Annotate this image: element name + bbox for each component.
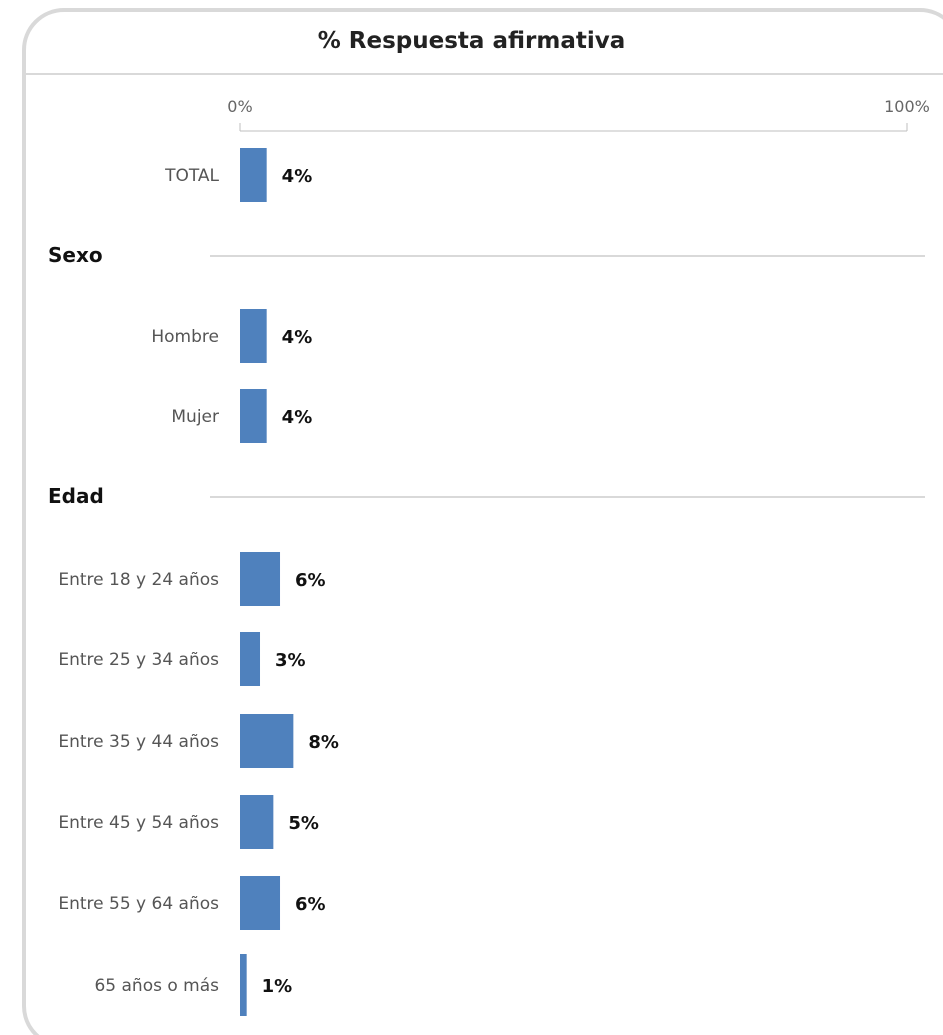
- bar-category-label: 65 años o más: [94, 976, 219, 996]
- bar-category-label: TOTAL: [164, 166, 219, 186]
- bar: [240, 876, 281, 930]
- chart-title: % Respuesta afirmativa: [317, 28, 626, 54]
- bar: [240, 954, 247, 1016]
- bar-value-label: 6%: [295, 894, 326, 915]
- bar: [240, 309, 267, 363]
- bar-value-label: 8%: [308, 732, 339, 753]
- title-divider: [24, 73, 943, 75]
- bar-category-label: Entre 35 y 44 años: [58, 732, 219, 752]
- bar-value-label: 4%: [282, 327, 313, 348]
- bar-value-label: 4%: [282, 407, 313, 428]
- bar: [240, 552, 281, 606]
- bar: [240, 389, 267, 443]
- bar-value-label: 5%: [288, 813, 319, 834]
- bar-category-label: Entre 45 y 54 años: [58, 813, 219, 833]
- bar-category-label: Entre 55 y 64 años: [58, 894, 219, 914]
- bar-value-label: 4%: [282, 166, 313, 187]
- bar-value-label: 6%: [295, 570, 326, 591]
- x-tick-label: 100%: [884, 97, 930, 116]
- bar-category-label: Entre 25 y 34 años: [58, 650, 219, 670]
- bar: [240, 795, 274, 849]
- bar: [240, 632, 261, 686]
- bar-category-label: Entre 18 y 24 años: [58, 570, 219, 590]
- x-tick-label: 0%: [227, 97, 252, 116]
- bar-category-label: Hombre: [151, 327, 219, 347]
- bar: [240, 714, 294, 768]
- bar-category-label: Mujer: [171, 407, 219, 427]
- bar-value-label: 3%: [275, 650, 306, 671]
- group-label: Sexo: [48, 243, 103, 267]
- chart-card: [22, 8, 943, 1035]
- bar: [240, 148, 267, 202]
- group-label: Edad: [48, 484, 104, 508]
- bar-value-label: 1%: [262, 976, 293, 997]
